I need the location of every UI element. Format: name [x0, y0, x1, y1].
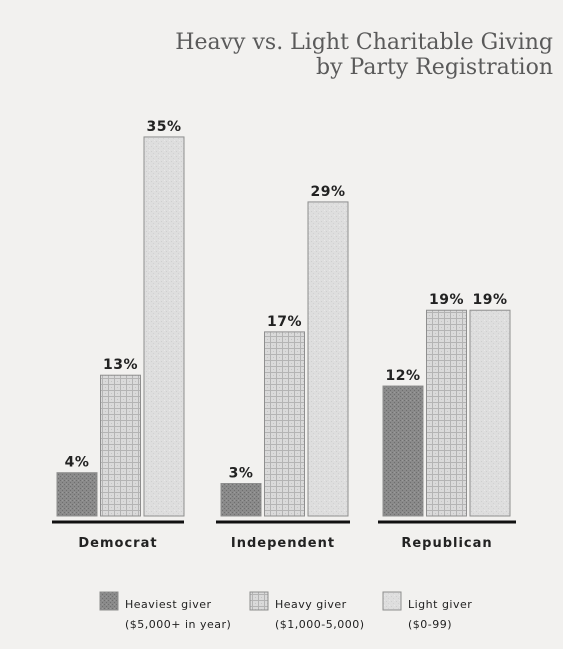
- bar-democrat-heaviest: [56, 472, 98, 517]
- value-label-independent-heavy: 17%: [267, 314, 302, 330]
- legend-swatch-heaviest: [99, 591, 119, 611]
- category-label-independent: Independent: [231, 536, 335, 551]
- value-label-democrat-light: 35%: [146, 119, 181, 135]
- bar-independent-heaviest: [220, 483, 262, 517]
- bar-democrat-light: [143, 136, 185, 517]
- legend: Heaviest giver ($5,000+ in year) Heavy giv…: [99, 591, 472, 631]
- bar-independent-heavy: [264, 331, 305, 517]
- bars-layer: 4% 13% 35% 3% 17% 29% 12% 19% 19%: [56, 119, 511, 517]
- value-label-republican-heaviest: 12%: [385, 368, 420, 384]
- legend-swatch-heavy: [249, 591, 269, 611]
- value-label-republican-light: 19%: [472, 292, 507, 308]
- legend-label-heaviest: Heaviest giver: [125, 598, 212, 611]
- value-label-democrat-heaviest: 4%: [65, 455, 90, 471]
- legend-sublabel-heaviest: ($5,000+ in year): [125, 618, 231, 631]
- bar-republican-light: [469, 309, 511, 517]
- bar-republican-heaviest: [382, 385, 424, 517]
- chart-title-line2: by Party Registration: [316, 55, 553, 80]
- bar-independent-light: [307, 201, 349, 517]
- chart-title-line1: Heavy vs. Light Charitable Giving: [175, 30, 553, 55]
- bar-democrat-heavy: [100, 374, 141, 517]
- value-label-independent-light: 29%: [310, 184, 345, 200]
- value-label-independent-heaviest: 3%: [229, 466, 254, 482]
- category-label-republican: Republican: [401, 536, 492, 551]
- value-label-republican-heavy: 19%: [429, 292, 464, 308]
- legend-sublabel-light: ($0-99): [408, 618, 452, 631]
- legend-swatch-light: [382, 591, 402, 611]
- category-label-democrat: Democrat: [78, 536, 157, 551]
- axis-layer: Democrat Independent Republican: [52, 520, 516, 551]
- value-label-democrat-heavy: 13%: [103, 357, 138, 373]
- legend-label-light: Light giver: [408, 598, 472, 611]
- legend-sublabel-heavy: ($1,000-5,000): [275, 618, 365, 631]
- legend-label-heavy: Heavy giver: [275, 598, 347, 611]
- bar-republican-heavy: [426, 309, 467, 517]
